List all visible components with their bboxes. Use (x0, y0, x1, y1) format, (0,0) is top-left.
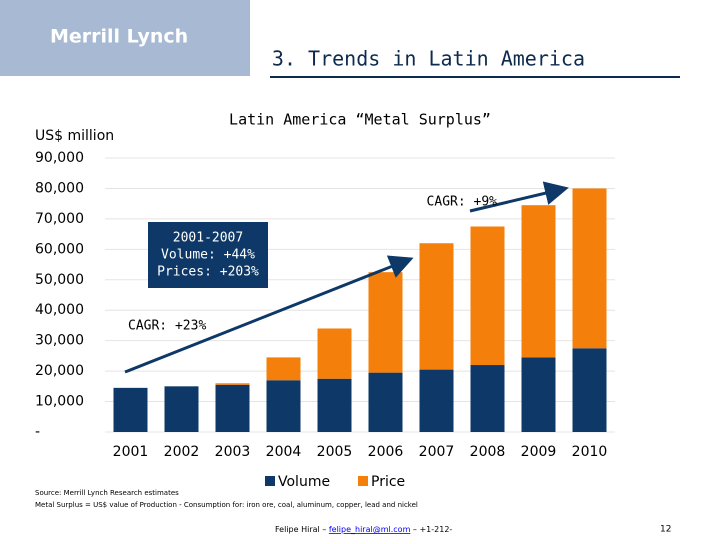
legend-label: Volume (278, 474, 330, 490)
bar-segment (419, 369, 454, 432)
y-tick-label: - (35, 424, 40, 440)
bar-segment (470, 365, 505, 432)
arrow (124, 255, 414, 374)
y-tick-label: 40,000 (35, 302, 84, 318)
annotation: CAGR: +23% (128, 319, 206, 334)
bar-segment (215, 383, 250, 385)
y-tick-label: 20,000 (35, 363, 84, 379)
annotation: CAGR: +9% (427, 195, 498, 210)
chart-title: Latin America “Metal Surplus” (229, 111, 491, 129)
bar-segment (470, 226, 505, 366)
bar-segment (266, 380, 301, 432)
bar-segment (164, 386, 199, 432)
x-tick-label: 2009 (521, 444, 557, 460)
bar-segment (572, 348, 607, 432)
bar-segment (368, 272, 403, 373)
bar-segment (521, 205, 556, 358)
y-tick-label: 50,000 (35, 272, 84, 288)
x-tick-label: 2008 (470, 444, 506, 460)
bar-segment (572, 188, 607, 349)
logo-box (0, 0, 250, 76)
y-tick-label: 60,000 (35, 241, 84, 257)
bar-segment (317, 328, 352, 379)
x-tick-label: 2003 (215, 444, 251, 460)
x-tick-label: 2006 (368, 444, 404, 460)
x-tick-label: 2007 (419, 444, 455, 460)
x-tick-label: 2005 (317, 444, 353, 460)
legend-swatch (265, 476, 275, 486)
arrow (469, 181, 569, 213)
annotation: Volume: +44% (161, 248, 255, 263)
bar-segment (521, 357, 556, 432)
y-tick-label: 10,000 (35, 394, 84, 410)
bar-segment (266, 357, 301, 381)
y-tick-label: 30,000 (35, 333, 84, 349)
annotation: Prices: +203% (157, 265, 259, 280)
bar-segment (419, 243, 454, 370)
note: Source: Merrill Lynch Research estimates (35, 489, 179, 497)
plot: - 10,000 20,000 30,000 40,000 50,000 60,000 70,… (35, 150, 615, 490)
y-tick-label: 70,000 (35, 211, 84, 227)
bar-segment (317, 378, 352, 432)
y-tick-label: 90,000 (35, 150, 84, 166)
legend-label: Price (371, 474, 405, 490)
footer-name: Felipe Hiral – felipe_hiral@ml.com – +1-… (275, 525, 452, 534)
annotation: 2001-2007 (173, 231, 243, 246)
x-tick-label: 2004 (266, 444, 302, 460)
x-tick-label: 2001 (113, 444, 149, 460)
bar-segment (113, 387, 148, 432)
slide-title: 3. Trends in Latin America (272, 47, 585, 71)
footer-email[interactable]: felipe_hiral@ml.com (329, 525, 411, 534)
y-tick-label: 80,000 (35, 180, 84, 196)
note: Metal Surplus = US$ value of Production … (35, 501, 418, 509)
bar-segment (215, 384, 250, 432)
page-number: 12 (660, 525, 671, 535)
bar-segment (368, 372, 403, 432)
annotation-box (148, 222, 268, 288)
x-tick-label: 2002 (164, 444, 200, 460)
legend-swatch (358, 476, 368, 486)
logo: Merrill Lynch (50, 26, 188, 48)
x-tick-label: 2010 (572, 444, 608, 460)
y-axis-label: US$ million (35, 128, 114, 144)
